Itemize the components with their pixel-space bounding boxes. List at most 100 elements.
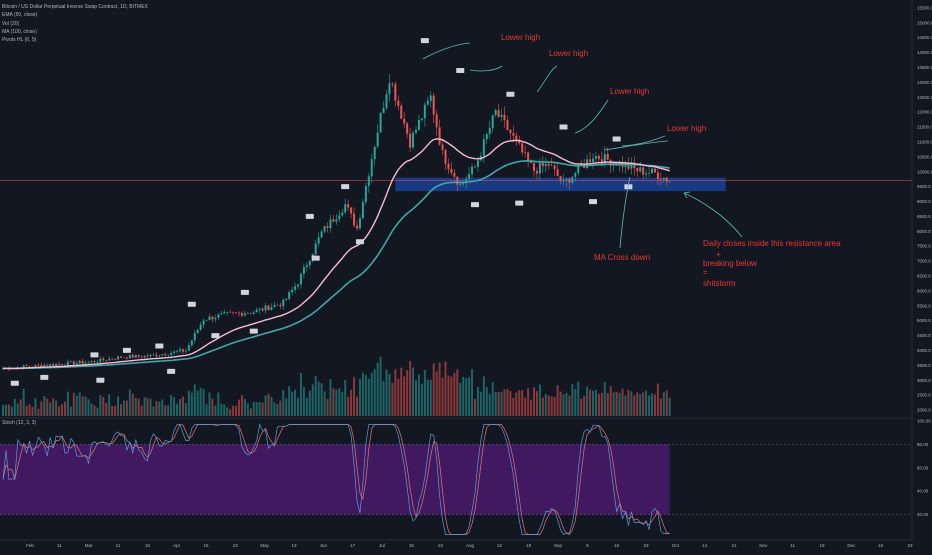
pivot-marker (456, 67, 465, 73)
volume-bar (565, 392, 568, 416)
volume-bar (252, 402, 255, 416)
candle-body (140, 356, 143, 358)
candle-body (211, 316, 214, 320)
candle-body (294, 286, 297, 290)
candle-body (400, 105, 403, 119)
volume-bar (125, 400, 128, 416)
volume-bar (538, 384, 541, 416)
candle-body (583, 165, 586, 169)
candle-body (81, 360, 84, 364)
volume-bar (10, 406, 13, 416)
candle-body (653, 168, 656, 173)
volume-bar (574, 388, 577, 416)
candle-body (43, 365, 46, 367)
volume-bar (571, 384, 574, 416)
candle-body (31, 366, 34, 368)
candle-body (267, 305, 270, 311)
candle-body (438, 127, 441, 145)
pen-stroke (469, 65, 503, 72)
volume-bar (659, 398, 662, 416)
candle-body (494, 109, 497, 116)
candle-body (181, 349, 184, 352)
volume-bar (58, 406, 61, 416)
legend-ma[interactable]: MA (100, close) (2, 28, 37, 35)
legend-ema[interactable]: EMA (50, close) (2, 12, 38, 19)
annotation-lower-high: Lower high (501, 33, 540, 42)
volume-bar (586, 386, 589, 416)
candle-body (155, 354, 158, 357)
legend-pivots[interactable]: Pivots HL (6, 5) (2, 37, 37, 44)
candle-body (353, 213, 356, 226)
y-tick-label: 8000.0 (917, 229, 931, 234)
volume-bar (341, 391, 344, 416)
candle-body (146, 355, 149, 357)
volume-bar (297, 397, 299, 416)
candle-body (364, 186, 367, 203)
pivot-marker (471, 202, 479, 208)
candle-body (205, 319, 208, 321)
volume-bar (441, 377, 444, 416)
volume-bar (49, 402, 52, 416)
annotation-lower-high: Lower high (549, 49, 588, 58)
stoch-legend[interactable]: Stoch (12, 3, 3) (2, 420, 37, 426)
x-tick-label: 12 (497, 543, 503, 548)
volume-bar (211, 398, 214, 416)
volume-bar (479, 391, 482, 416)
volume-bar (606, 393, 609, 416)
y-tick-label: 2500.0 (917, 393, 931, 398)
candle-body (488, 127, 491, 134)
legend-vol[interactable]: Vol (20) (2, 20, 20, 27)
volume-bar (409, 360, 412, 416)
volume-bar (173, 397, 176, 416)
volume-bar (329, 379, 332, 416)
volume-bar (580, 398, 583, 416)
volume-bar (592, 390, 594, 416)
volume-bar (530, 399, 533, 416)
volume-bar (603, 381, 606, 416)
volume-bar (503, 389, 506, 416)
candle-body (152, 354, 155, 356)
pivot-marker (589, 199, 597, 205)
candle-body (379, 113, 382, 133)
candle-body (308, 260, 311, 266)
x-tick-label: 19 (819, 543, 825, 548)
candle-body (432, 95, 435, 115)
volume-bar (276, 403, 279, 416)
candle-body (624, 162, 627, 168)
volume-bar (93, 405, 96, 416)
volume-bar (353, 377, 356, 416)
volume-bar (273, 402, 276, 416)
volume-bar (208, 392, 211, 416)
volume-bar (453, 372, 456, 416)
volume-bar (223, 404, 226, 416)
volume-bar (102, 397, 105, 416)
candle-body (143, 355, 146, 358)
candle-body (173, 351, 176, 353)
volume-bar (533, 387, 535, 416)
volume-bar (31, 406, 34, 416)
volume-bar (170, 395, 173, 416)
candle-body (553, 165, 556, 170)
volume-bar (350, 389, 353, 416)
candle-body (521, 143, 524, 153)
candle-body (538, 162, 541, 174)
candle-body (468, 174, 471, 180)
volume-bar (535, 391, 538, 416)
candle-body (509, 129, 512, 134)
y-tick-label: 15500.0 (917, 5, 932, 10)
ma100-line (3, 160, 670, 370)
candle-body (264, 305, 267, 311)
candle-body (524, 152, 527, 154)
volume-bar (432, 363, 435, 416)
candle-body (58, 364, 61, 365)
candle-body (636, 168, 639, 172)
y-tick-label: 8500.0 (917, 214, 931, 219)
volume-bar (444, 361, 447, 416)
candle-body (571, 176, 574, 183)
candle-body (332, 219, 335, 222)
x-tick-label: 11 (57, 543, 62, 548)
candle-body (193, 333, 196, 341)
pivot-marker (506, 91, 515, 97)
